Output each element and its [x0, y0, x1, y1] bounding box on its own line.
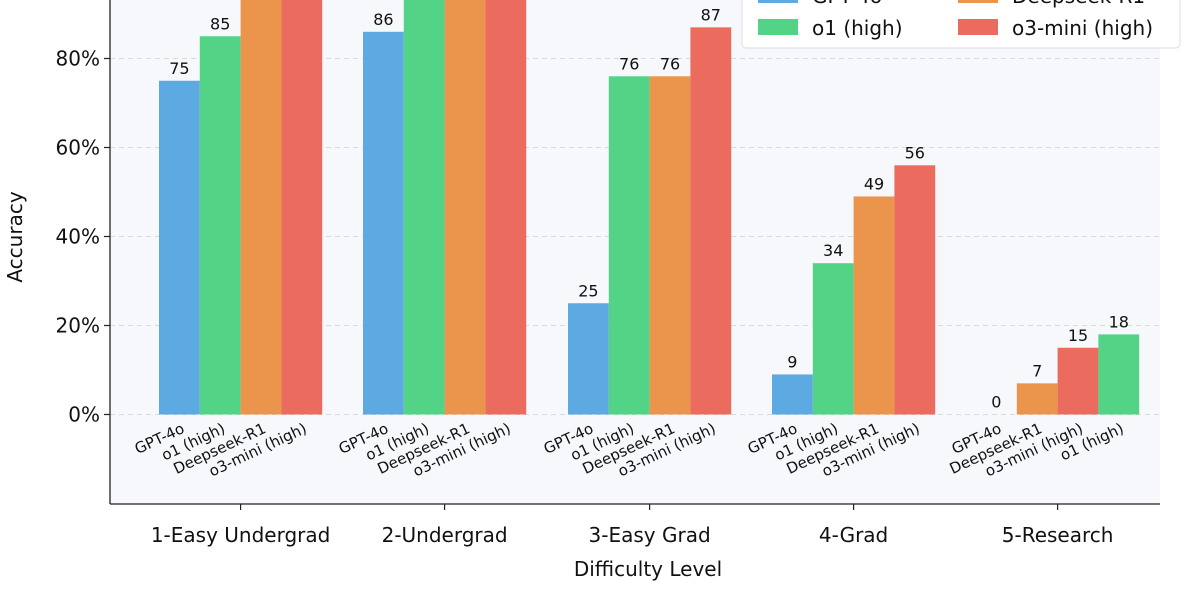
bar — [485, 0, 527, 415]
bar-value-label: 15 — [1068, 326, 1088, 345]
x-category-label: 2-Undergrad — [382, 523, 508, 547]
bar — [608, 76, 650, 415]
x-category-label: 4-Grad — [819, 523, 888, 547]
bar — [812, 263, 854, 415]
legend-label: o3-mini (high) — [1012, 16, 1153, 40]
bar-value-label: 49 — [864, 174, 884, 193]
bar — [403, 0, 445, 415]
x-category-label: 1-Easy Undergrad — [151, 523, 331, 547]
bar-value-label: 85 — [210, 14, 230, 33]
x-axis-title: Difficulty Level — [574, 557, 722, 581]
y-axis-title: Accuracy — [3, 191, 27, 282]
bar — [1016, 383, 1058, 415]
bar-value-label: 76 — [619, 54, 639, 73]
bar — [444, 0, 486, 415]
x-category-labels: 1-Easy Undergrad 2-Undergrad 3-Easy Grad 4-… — [151, 504, 1114, 547]
legend-swatch — [958, 19, 998, 35]
x-category-label: 5-Research — [1002, 523, 1114, 547]
bar — [1098, 334, 1140, 415]
y-ticks: 0% 20% 40% 60% 80% — [56, 47, 110, 427]
bar — [772, 374, 813, 415]
bar — [894, 165, 936, 415]
bar-value-label: 34 — [823, 241, 843, 260]
bar-value-label: 9 — [787, 352, 797, 371]
bar — [690, 27, 732, 415]
bar-value-label: 18 — [1109, 312, 1129, 331]
bar — [159, 80, 200, 415]
legend-label: GPT-4o — [812, 0, 882, 8]
bar-value-label: 25 — [578, 281, 598, 300]
bar — [281, 0, 323, 415]
legend: GPT-4o Deepseek-R1 o1 (high) o3-mini (high) — [741, 0, 1181, 49]
y-tick-label: 40% — [56, 225, 100, 249]
bar — [1057, 347, 1099, 415]
bar — [363, 31, 404, 415]
y-tick-label: 80% — [56, 47, 100, 71]
bars — [159, 0, 1140, 415]
legend-swatch — [758, 0, 798, 3]
bar — [568, 303, 609, 415]
bar-value-label: 86 — [373, 10, 393, 29]
bar-value-label: 76 — [660, 54, 680, 73]
bar — [240, 0, 282, 415]
x-category-label: 3-Easy Grad — [589, 523, 711, 547]
bar — [649, 76, 691, 415]
bar — [853, 196, 895, 415]
bar-value-label: 75 — [169, 59, 189, 78]
legend-swatch — [958, 0, 998, 3]
bar-value-label: 87 — [701, 5, 721, 24]
bar-value-label: 7 — [1032, 361, 1042, 380]
legend-label: Deepseek-R1 — [1012, 0, 1145, 8]
legend-label: o1 (high) — [812, 16, 903, 40]
y-tick-label: 20% — [56, 314, 100, 338]
bar-value-label: 0 — [991, 393, 1001, 412]
bar-value-label: 56 — [905, 143, 925, 162]
y-tick-label: 60% — [56, 136, 100, 160]
legend-swatch — [758, 19, 798, 35]
bar — [199, 36, 241, 415]
y-tick-label: 0% — [68, 403, 100, 427]
